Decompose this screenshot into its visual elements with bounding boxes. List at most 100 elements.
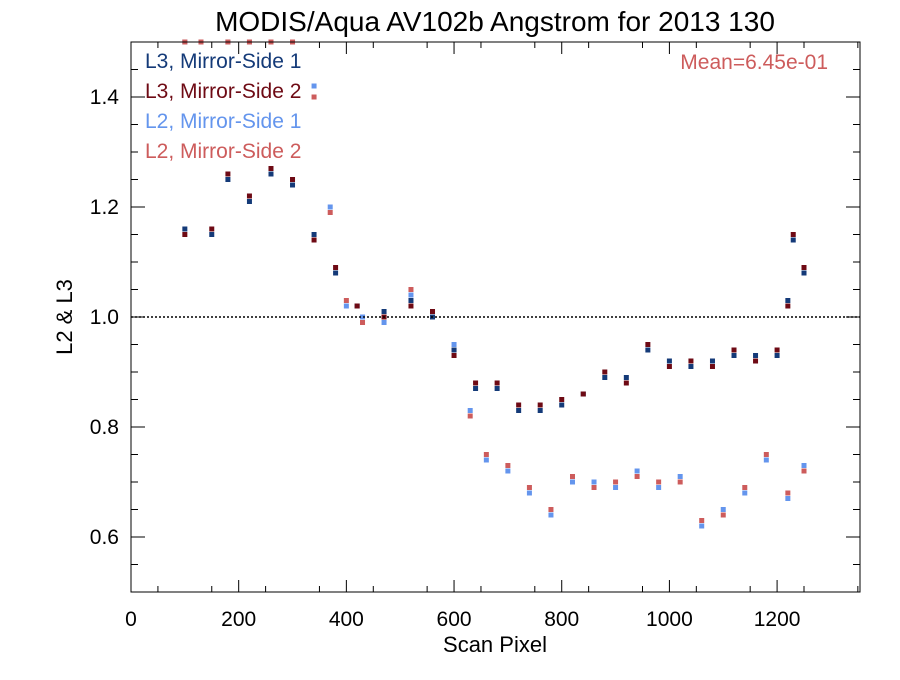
data-point (526, 490, 532, 496)
y-tick-label: 1.0 (90, 306, 119, 329)
data-point (516, 408, 522, 413)
data-point (763, 457, 769, 463)
data-point (483, 452, 489, 457)
data-point (268, 171, 274, 177)
data-point (327, 204, 333, 210)
data-point (311, 232, 317, 237)
data-point (801, 265, 807, 270)
data-point (225, 171, 231, 177)
data-point (763, 452, 769, 457)
series-1 (182, 166, 807, 408)
y-tick-label: 1.2 (90, 196, 119, 219)
data-point (699, 518, 705, 523)
y-axis-label: L2 & L3 (52, 279, 77, 355)
data-point (451, 347, 457, 353)
data-point (591, 485, 597, 490)
data-point (790, 237, 796, 243)
data-point (537, 402, 543, 408)
data-point (311, 237, 317, 243)
data-point (311, 94, 317, 100)
data-point (569, 479, 575, 485)
data-point (559, 402, 565, 408)
axes: 0 200 400 600 800 1000 1200 0.6 0.8 1.0 1.2 1.4 (90, 42, 860, 631)
data-point (699, 523, 705, 529)
data-point (688, 358, 694, 364)
data-point (801, 270, 807, 276)
data-point (430, 309, 436, 314)
x-tick-label: 200 (221, 608, 256, 631)
data-point (790, 232, 796, 237)
data-point (753, 353, 759, 358)
data-point (645, 342, 651, 347)
data-point (494, 386, 500, 391)
data-point (801, 463, 807, 468)
data-point (360, 314, 366, 320)
data-point (354, 303, 360, 309)
y-tick-label: 1.4 (90, 86, 120, 109)
x-tick-label: 600 (437, 608, 472, 631)
data-point (666, 358, 672, 364)
data-point (290, 182, 296, 188)
data-point (731, 347, 737, 353)
data-point (731, 353, 737, 358)
data-point (720, 507, 726, 512)
data-point (408, 298, 414, 303)
x-tick-label: 800 (544, 608, 579, 631)
data-point (516, 402, 522, 408)
data-point (774, 347, 780, 353)
data-point (311, 83, 317, 89)
data-point (360, 320, 366, 325)
data-point (408, 303, 414, 309)
data-point (408, 287, 414, 292)
data-point (290, 177, 296, 182)
data-point (505, 463, 511, 468)
data-point (742, 485, 748, 490)
legend-entry: L2, Mirror-Side 2 (145, 140, 301, 163)
data-point (677, 474, 683, 479)
data-point (451, 342, 457, 347)
data-point (613, 485, 619, 490)
data-point (483, 457, 489, 463)
data-point (505, 468, 511, 474)
x-tick-label: 1200 (754, 608, 801, 631)
data-point (246, 199, 252, 204)
data-point (327, 210, 333, 215)
data-point (785, 490, 791, 496)
data-point (785, 496, 791, 501)
data-point (623, 380, 629, 386)
data-point (182, 226, 188, 232)
series-0 (182, 171, 807, 413)
data-point (742, 490, 748, 496)
x-tick-label: 400 (329, 608, 364, 631)
data-point (656, 485, 662, 490)
data-point (720, 512, 726, 518)
data-point (801, 468, 807, 474)
data-point (333, 265, 339, 270)
data-point (634, 468, 640, 474)
data-point (225, 177, 231, 182)
data-point (246, 193, 252, 199)
data-point (494, 380, 500, 386)
data-point (548, 512, 554, 518)
data-point (645, 347, 651, 353)
data-point (268, 166, 274, 171)
y-tick-label: 0.6 (90, 526, 119, 549)
data-point (623, 375, 629, 380)
data-point (473, 380, 479, 386)
mean-annotation: Mean=6.45e-01 (680, 51, 828, 74)
data-point (408, 292, 414, 298)
data-point (343, 298, 349, 303)
data-point (602, 375, 608, 380)
data-point (537, 408, 543, 413)
data-point (333, 270, 339, 276)
x-axis-label: Scan Pixel (443, 632, 547, 657)
y-tick-label: 0.8 (90, 416, 119, 439)
data-point (785, 298, 791, 303)
data-point (688, 364, 694, 369)
data-point (709, 358, 715, 364)
data-point (451, 353, 457, 358)
data-point (591, 479, 597, 485)
data-point (666, 364, 672, 369)
